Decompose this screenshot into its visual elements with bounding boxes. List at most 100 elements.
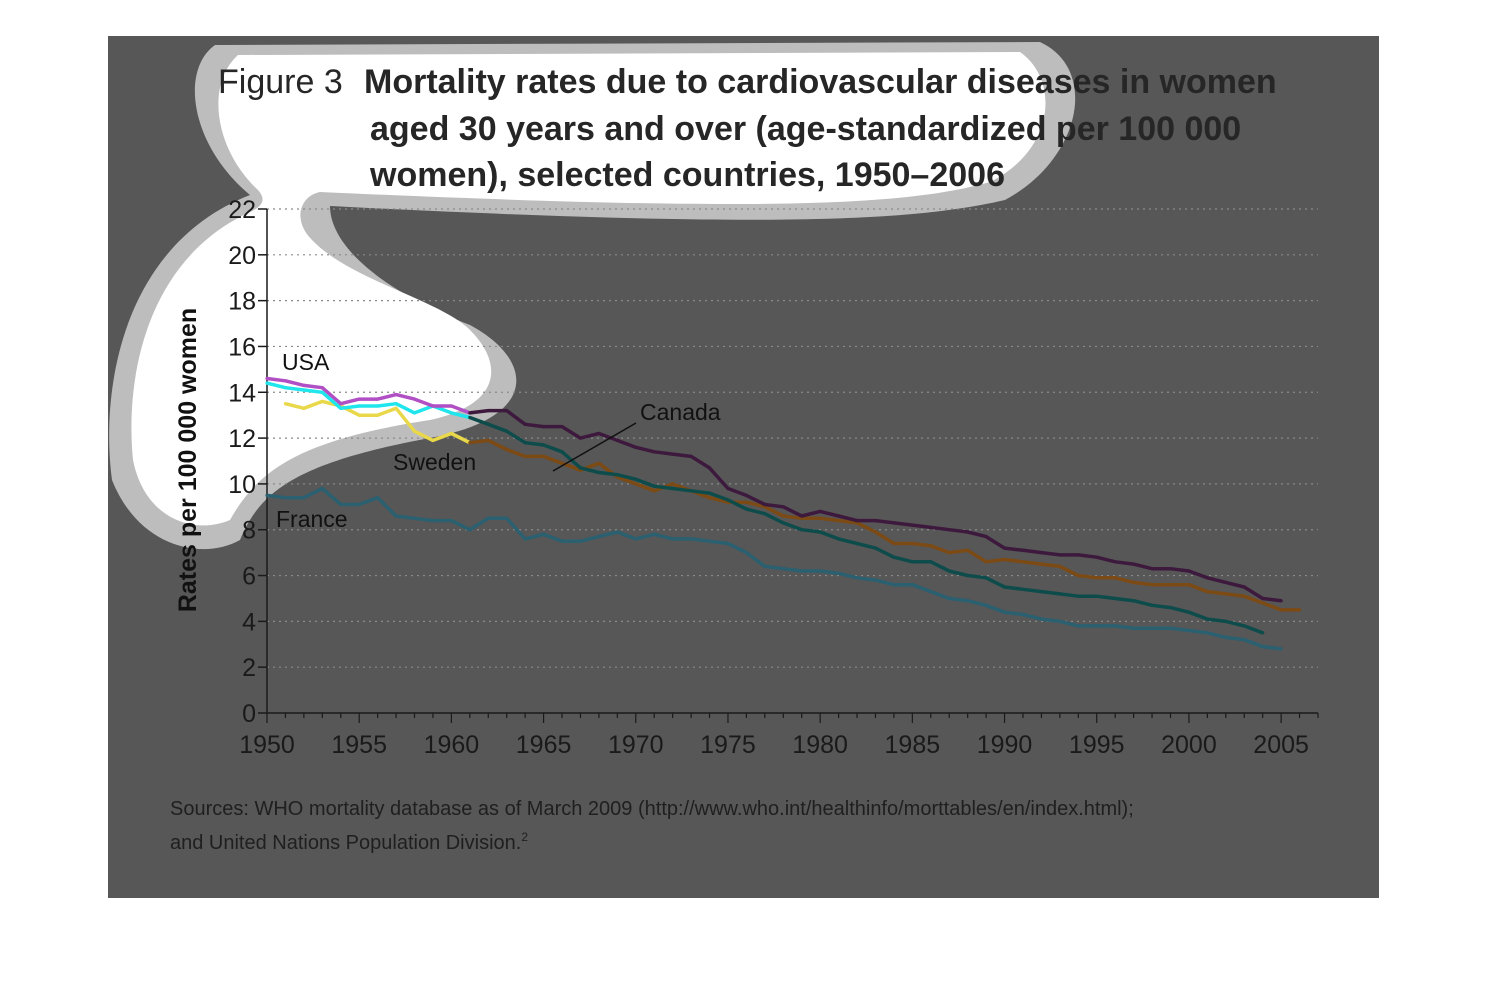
data-point-canada-1972 <box>671 486 675 491</box>
series-line-france <box>266 486 1282 651</box>
y-tick-label-4: 4 <box>242 608 256 636</box>
data-point-sweden-2006 <box>1297 608 1302 612</box>
data-point-france-1972 <box>671 537 675 541</box>
data-point-usa-1993 <box>1058 553 1062 557</box>
series-line-usa <box>469 408 1282 603</box>
series-line-usa-highlight <box>266 376 471 415</box>
data-point-sweden-1966 <box>560 461 564 465</box>
data-point-france-1990 <box>1002 610 1007 614</box>
data-point-france-1966 <box>560 539 564 543</box>
data-point-france-1955 <box>357 502 361 507</box>
data-point-canada-1969 <box>615 473 619 477</box>
data-point-usa-1986 <box>929 525 933 530</box>
data-point-canada-1951 <box>283 386 288 390</box>
x-tick-label-1960: 1960 <box>424 731 480 759</box>
canada-label-leader <box>552 422 637 472</box>
data-point-usa-1977 <box>763 502 767 507</box>
data-point-france-1984 <box>892 583 896 587</box>
series-label-canada: Canada <box>640 399 721 425</box>
data-point-usa-1979 <box>800 514 804 518</box>
data-point-usa-1985 <box>910 523 914 527</box>
data-point-france-1979 <box>800 569 804 573</box>
data-point-usa-1988 <box>966 530 970 534</box>
x-tick-label-1955: 1955 <box>331 731 387 759</box>
data-point-canada-1974 <box>707 491 712 495</box>
data-point-france-1953 <box>320 486 324 491</box>
data-point-usa-2000 <box>1187 569 1191 573</box>
sources-footnote: 2 <box>521 830 528 844</box>
data-point-france-1977 <box>763 564 767 568</box>
data-point-france-1981 <box>836 571 841 575</box>
axes: 0 2 4 6 8 10 12 14 16 18 20 22 1950 1955 1960 1965 1970 1… <box>228 196 1319 759</box>
data-point-canada-1978 <box>781 521 785 525</box>
x-tick-label-1985: 1985 <box>885 731 941 759</box>
series-line-sweden <box>469 438 1300 612</box>
sources-line-2-text: and United Nations Population Division. <box>170 832 521 854</box>
data-point-france-1989 <box>984 603 988 607</box>
data-point-usa-1962 <box>486 409 490 413</box>
x-tick-label-1970: 1970 <box>608 731 664 759</box>
x-tick-label-1975: 1975 <box>700 731 756 759</box>
data-point-sweden-1963 <box>505 447 509 452</box>
data-point-usa-1967 <box>578 436 583 440</box>
data-point-usa-1981 <box>836 514 841 518</box>
data-point-sweden-1978 <box>781 514 785 518</box>
data-point-canada-1976 <box>744 507 749 511</box>
data-point-usa-1990 <box>1002 546 1007 550</box>
data-point-france-1997 <box>1132 626 1136 630</box>
data-point-canada-1952 <box>302 388 306 392</box>
data-point-canada-1961 <box>468 415 472 420</box>
data-point-canada-1990 <box>1002 585 1007 589</box>
data-point-france-1992 <box>1039 617 1044 621</box>
series-label-france: France <box>276 506 348 532</box>
data-point-usa-1982 <box>855 518 859 523</box>
data-point-canada-1958 <box>412 411 417 415</box>
data-point-france-1983 <box>873 578 878 582</box>
data-point-canada-1950 <box>265 381 269 385</box>
data-point-sweden-1999 <box>1168 583 1173 587</box>
data-point-canada-2000 <box>1187 610 1191 614</box>
data-point-canada-1989 <box>984 576 988 580</box>
data-point-sweden-1981 <box>836 518 841 523</box>
x-tick-label-1990: 1990 <box>977 731 1033 759</box>
data-point-canada-1975 <box>726 498 730 502</box>
data-point-canada-1964 <box>523 441 527 445</box>
chart-title-line-2b: women), selected countries, 1950–2006 <box>369 156 1005 194</box>
data-point-usa-1968 <box>597 431 601 436</box>
data-point-usa-2003 <box>1242 585 1246 589</box>
data-point-sweden-1990 <box>1002 557 1007 562</box>
data-point-canada-1967 <box>578 466 583 470</box>
data-point-usa-1983 <box>873 518 878 523</box>
data-point-sweden-1998 <box>1150 583 1154 587</box>
y-tick-label-6: 6 <box>242 563 256 591</box>
data-point-france-1959 <box>431 518 435 523</box>
data-point-usa-1969 <box>615 438 619 442</box>
data-point-france-1971 <box>652 532 656 536</box>
data-point-canada-1987 <box>947 569 951 573</box>
data-point-france-1958 <box>412 516 417 520</box>
y-tick-label-18: 18 <box>228 288 256 316</box>
data-point-canada-1992 <box>1039 589 1044 594</box>
data-point-sweden-1965 <box>541 454 546 459</box>
data-point-canada-1963 <box>505 429 509 433</box>
data-point-sweden-1968 <box>597 461 601 465</box>
data-point-usa-1963 <box>505 409 509 413</box>
data-point-france-2004 <box>1261 644 1265 649</box>
data-point-canada-1973 <box>689 489 693 493</box>
data-point-canada-1962 <box>486 422 490 426</box>
data-point-france-1993 <box>1058 619 1062 623</box>
data-point-usa-1961 <box>468 411 472 415</box>
data-point-usa-1953 <box>320 386 324 390</box>
data-point-canada-2001 <box>1205 617 1209 621</box>
y-tick-label-0: 0 <box>242 700 256 728</box>
data-point-canada-1981 <box>836 537 841 541</box>
data-point-usa-1991 <box>1021 548 1025 552</box>
y-tick-label-16: 16 <box>228 333 256 361</box>
data-point-usa-1987 <box>947 528 951 532</box>
y-tick-label-20: 20 <box>228 242 256 270</box>
y-tick-label-8: 8 <box>242 517 256 545</box>
data-point-sweden-1961 <box>468 441 472 445</box>
data-point-france-1976 <box>744 551 749 555</box>
data-point-usa-1989 <box>984 535 988 539</box>
